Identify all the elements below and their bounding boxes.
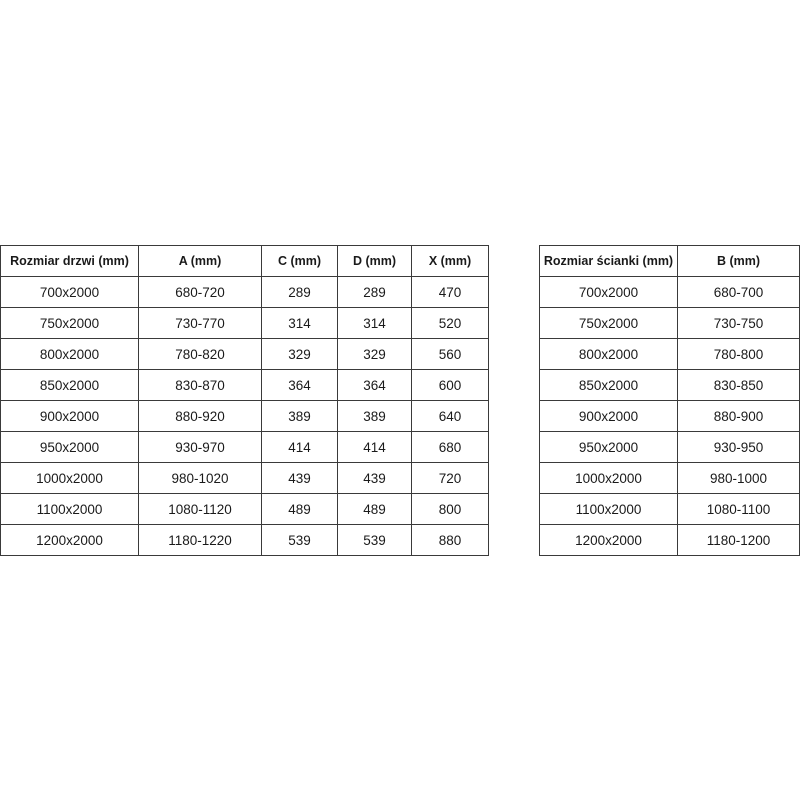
table-row: 700x2000 680-700 (539, 276, 800, 308)
table-cell: 1180-1220 (138, 524, 262, 556)
table-cell: 1000x2000 (0, 462, 139, 494)
table-row: 1200x2000 1180-1220 539 539 880 (0, 524, 489, 556)
table-row: 750x2000 730-750 (539, 307, 800, 339)
table-cell: 750x2000 (0, 307, 139, 339)
table-cell: 1000x2000 (539, 462, 678, 494)
table-cell: 750x2000 (539, 307, 678, 339)
table-cell: 880-900 (677, 400, 800, 432)
table-cell: 720 (411, 462, 489, 494)
column-header: C (mm) (261, 245, 338, 277)
table-row: 1000x2000 980-1000 (539, 462, 800, 494)
table-cell: 470 (411, 276, 489, 308)
column-header: X (mm) (411, 245, 489, 277)
table-row: 800x2000 780-820 329 329 560 (0, 338, 489, 370)
table-cell: 800x2000 (0, 338, 139, 370)
header-row: Rozmiar drzwi (mm) A (mm) C (mm) D (mm) X (m… (0, 245, 489, 277)
header-row: Rozmiar ścianki (mm) B (mm) (539, 245, 800, 277)
table-cell: 1080-1100 (677, 493, 800, 525)
table-cell: 414 (337, 431, 412, 463)
door-size-table: Rozmiar drzwi (mm) A (mm) C (mm) D (mm) X (m… (0, 245, 489, 556)
table-cell: 314 (337, 307, 412, 339)
table-cell: 489 (261, 493, 338, 525)
table-row: 700x2000 680-720 289 289 470 (0, 276, 489, 308)
table-cell: 1100x2000 (539, 493, 678, 525)
table-cell: 680 (411, 431, 489, 463)
table-cell: 364 (261, 369, 338, 401)
table-cell: 980-1020 (138, 462, 262, 494)
table-row: 1100x2000 1080-1100 (539, 493, 800, 525)
table-row: 950x2000 930-970 414 414 680 (0, 431, 489, 463)
table-cell: 850x2000 (0, 369, 139, 401)
table-cell: 830-870 (138, 369, 262, 401)
table-cell: 289 (337, 276, 412, 308)
table-cell: 539 (337, 524, 412, 556)
table-row: 750x2000 730-770 314 314 520 (0, 307, 489, 339)
table-cell: 1180-1200 (677, 524, 800, 556)
table-cell: 950x2000 (539, 431, 678, 463)
table-cell: 830-850 (677, 369, 800, 401)
table-cell: 364 (337, 369, 412, 401)
table-cell: 950x2000 (0, 431, 139, 463)
table-row: 850x2000 830-850 (539, 369, 800, 401)
table-cell: 700x2000 (539, 276, 678, 308)
column-header: D (mm) (337, 245, 412, 277)
table-row: 900x2000 880-900 (539, 400, 800, 432)
table-cell: 780-800 (677, 338, 800, 370)
table-cell: 489 (337, 493, 412, 525)
table-row: 900x2000 880-920 389 389 640 (0, 400, 489, 432)
table-cell: 560 (411, 338, 489, 370)
table-cell: 389 (261, 400, 338, 432)
column-header: Rozmiar drzwi (mm) (0, 245, 139, 277)
table-row: 1000x2000 980-1020 439 439 720 (0, 462, 489, 494)
table-cell: 880-920 (138, 400, 262, 432)
table-cell: 1100x2000 (0, 493, 139, 525)
table-cell: 1200x2000 (539, 524, 678, 556)
table-cell: 680-700 (677, 276, 800, 308)
table-cell: 640 (411, 400, 489, 432)
column-header: Rozmiar ścianki (mm) (539, 245, 678, 277)
table-cell: 329 (337, 338, 412, 370)
wall-size-table: Rozmiar ścianki (mm) B (mm) 700x2000 680-7… (539, 245, 800, 556)
table-row: 950x2000 930-950 (539, 431, 800, 463)
table-cell: 680-720 (138, 276, 262, 308)
table-cell: 980-1000 (677, 462, 800, 494)
table-cell: 930-950 (677, 431, 800, 463)
table-cell: 850x2000 (539, 369, 678, 401)
table-cell: 730-770 (138, 307, 262, 339)
table-row: 800x2000 780-800 (539, 338, 800, 370)
table-cell: 520 (411, 307, 489, 339)
table-cell: 439 (337, 462, 412, 494)
table-cell: 930-970 (138, 431, 262, 463)
column-header: A (mm) (138, 245, 262, 277)
table-cell: 780-820 (138, 338, 262, 370)
table-cell: 800 (411, 493, 489, 525)
table-cell: 289 (261, 276, 338, 308)
table-row: 1200x2000 1180-1200 (539, 524, 800, 556)
table-cell: 600 (411, 369, 489, 401)
table-cell: 314 (261, 307, 338, 339)
table-cell: 414 (261, 431, 338, 463)
column-header: B (mm) (677, 245, 800, 277)
table-cell: 539 (261, 524, 338, 556)
table-cell: 439 (261, 462, 338, 494)
table-cell: 1200x2000 (0, 524, 139, 556)
table-cell: 880 (411, 524, 489, 556)
table-cell: 900x2000 (0, 400, 139, 432)
table-cell: 700x2000 (0, 276, 139, 308)
table-cell: 730-750 (677, 307, 800, 339)
table-row: 1100x2000 1080-1120 489 489 800 (0, 493, 489, 525)
table-cell: 389 (337, 400, 412, 432)
table-cell: 900x2000 (539, 400, 678, 432)
table-cell: 800x2000 (539, 338, 678, 370)
table-row: 850x2000 830-870 364 364 600 (0, 369, 489, 401)
table-cell: 1080-1120 (138, 493, 262, 525)
table-cell: 329 (261, 338, 338, 370)
